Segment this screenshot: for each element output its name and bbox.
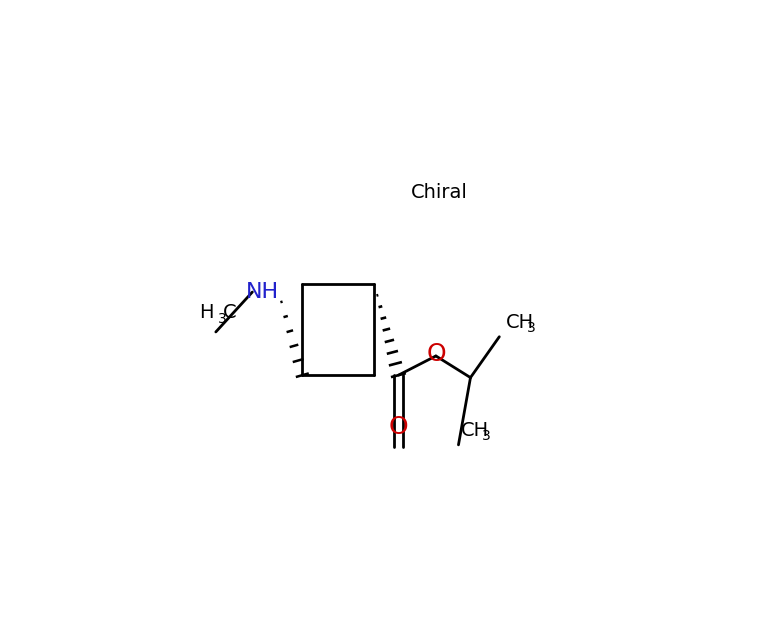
Text: 3: 3	[527, 321, 536, 335]
Text: O: O	[427, 342, 447, 366]
Text: 3: 3	[218, 312, 227, 326]
Text: C: C	[223, 303, 237, 323]
Text: 3: 3	[482, 429, 490, 443]
Text: Chiral: Chiral	[411, 183, 468, 202]
Text: O: O	[389, 414, 409, 439]
Text: NH: NH	[247, 282, 280, 302]
Text: CH: CH	[460, 421, 488, 440]
Text: H: H	[199, 303, 214, 323]
Text: CH: CH	[506, 313, 535, 332]
